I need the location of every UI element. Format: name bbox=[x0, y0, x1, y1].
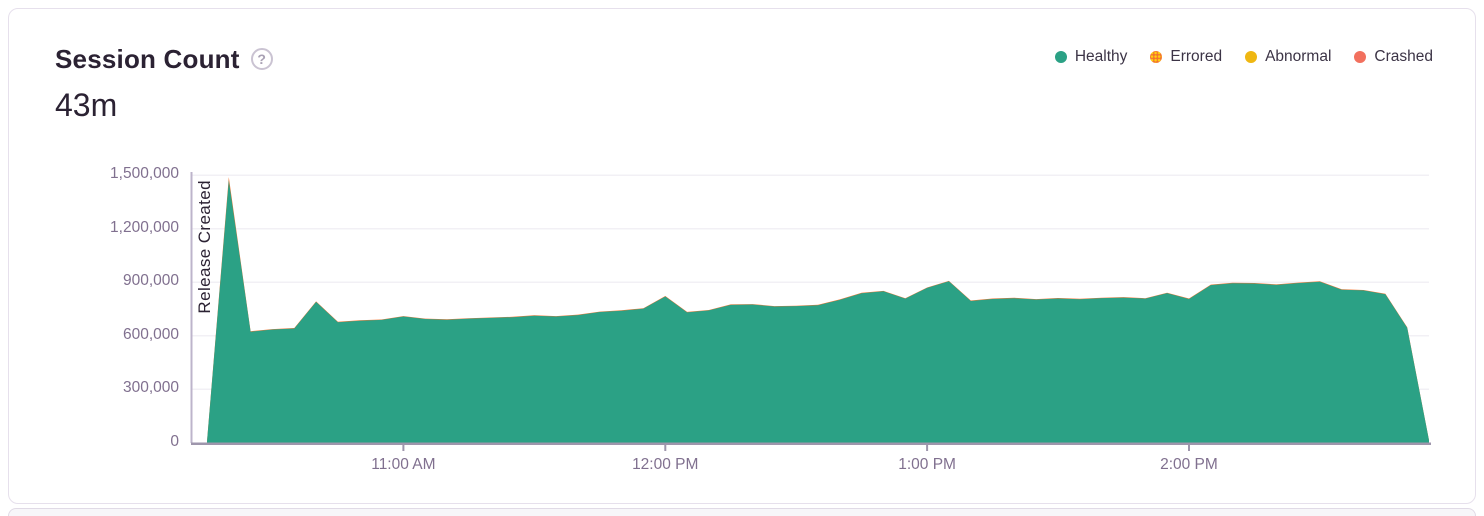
y-axis-label: 300,000 bbox=[122, 379, 179, 397]
legend-item-crashed[interactable]: Crashed bbox=[1354, 48, 1433, 66]
y-axis-label: 1,200,000 bbox=[110, 218, 179, 236]
legend-item-errored[interactable]: Errored bbox=[1150, 48, 1222, 66]
page-title: Session Count bbox=[55, 44, 240, 74]
legend-item-healthy[interactable]: Healthy bbox=[1054, 48, 1128, 66]
x-axis-label: 11:00 AM bbox=[371, 456, 436, 473]
legend-label-abnormal: Abnormal bbox=[1265, 48, 1332, 65]
y-axis-label: 600,000 bbox=[122, 325, 179, 343]
legend-item-abnormal[interactable]: Abnormal bbox=[1245, 48, 1331, 66]
x-axis-label: 1:00 PM bbox=[898, 456, 956, 473]
y-axis-label: 900,000 bbox=[122, 272, 179, 290]
session-total-value: 43m bbox=[55, 87, 118, 123]
legend-label-errored: Errored bbox=[1170, 48, 1223, 65]
crashed-color-dot bbox=[1354, 51, 1367, 63]
session-count-chart[interactable]: 0 300,000 600,000 900,000 1,200,000 1,500,000… bbox=[9, 9, 1484, 516]
x-axis-label: 2:00 PM bbox=[1160, 456, 1218, 473]
healthy-color-dot bbox=[1054, 51, 1067, 63]
help-question-icon[interactable]: ? bbox=[250, 48, 273, 70]
release-created-label: Release Created bbox=[195, 180, 214, 314]
next-panel-top-edge bbox=[8, 508, 1476, 516]
healthy-area-series[interactable] bbox=[207, 180, 1429, 443]
abnormal-color-dot bbox=[1245, 51, 1258, 63]
legend-label-crashed: Crashed bbox=[1374, 48, 1433, 65]
x-axis-label: 12:00 PM bbox=[632, 456, 699, 473]
y-axis-label: 0 bbox=[170, 433, 179, 450]
chart-canvas[interactable] bbox=[9, 9, 1484, 516]
chart-legend: Healthy Errored Abnormal Crashed bbox=[1054, 48, 1433, 66]
y-axis-label: 1,500,000 bbox=[110, 165, 179, 182]
session-count-card: Session Count ? 43m Healthy Errored Abnorm… bbox=[8, 8, 1476, 504]
card-header: Session Count ? bbox=[55, 43, 273, 75]
errored-color-dot bbox=[1150, 51, 1163, 63]
legend-label-healthy: Healthy bbox=[1074, 48, 1128, 65]
